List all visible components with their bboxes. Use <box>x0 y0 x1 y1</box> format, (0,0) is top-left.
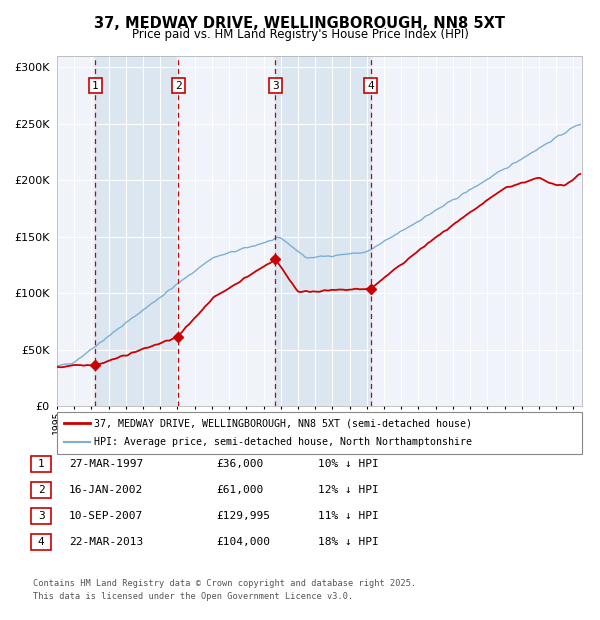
Text: £61,000: £61,000 <box>216 485 263 495</box>
Text: 27-MAR-1997: 27-MAR-1997 <box>69 459 143 469</box>
Bar <box>95 56 178 406</box>
Text: 3: 3 <box>38 511 44 521</box>
Text: 22-MAR-2013: 22-MAR-2013 <box>69 537 143 547</box>
Text: 37, MEDWAY DRIVE, WELLINGBOROUGH, NN8 5XT (semi-detached house): 37, MEDWAY DRIVE, WELLINGBOROUGH, NN8 5X… <box>94 418 472 428</box>
Text: 2: 2 <box>38 485 44 495</box>
Text: 1: 1 <box>38 459 44 469</box>
Text: £36,000: £36,000 <box>216 459 263 469</box>
Text: 37, MEDWAY DRIVE, WELLINGBOROUGH, NN8 5XT: 37, MEDWAY DRIVE, WELLINGBOROUGH, NN8 5X… <box>95 16 505 31</box>
Text: £104,000: £104,000 <box>216 537 270 547</box>
Text: Contains HM Land Registry data © Crown copyright and database right 2025.
This d: Contains HM Land Registry data © Crown c… <box>33 580 416 601</box>
Text: £129,995: £129,995 <box>216 511 270 521</box>
Text: HPI: Average price, semi-detached house, North Northamptonshire: HPI: Average price, semi-detached house,… <box>94 437 472 447</box>
Text: 3: 3 <box>272 81 279 91</box>
Bar <box>275 56 371 406</box>
Text: 2: 2 <box>175 81 182 91</box>
Text: 12% ↓ HPI: 12% ↓ HPI <box>318 485 379 495</box>
Text: Price paid vs. HM Land Registry's House Price Index (HPI): Price paid vs. HM Land Registry's House … <box>131 29 469 41</box>
Text: 10-SEP-2007: 10-SEP-2007 <box>69 511 143 521</box>
Text: 1: 1 <box>92 81 99 91</box>
Text: 10% ↓ HPI: 10% ↓ HPI <box>318 459 379 469</box>
Text: 18% ↓ HPI: 18% ↓ HPI <box>318 537 379 547</box>
Text: 4: 4 <box>367 81 374 91</box>
Text: 16-JAN-2002: 16-JAN-2002 <box>69 485 143 495</box>
Text: 4: 4 <box>38 537 44 547</box>
Text: 11% ↓ HPI: 11% ↓ HPI <box>318 511 379 521</box>
